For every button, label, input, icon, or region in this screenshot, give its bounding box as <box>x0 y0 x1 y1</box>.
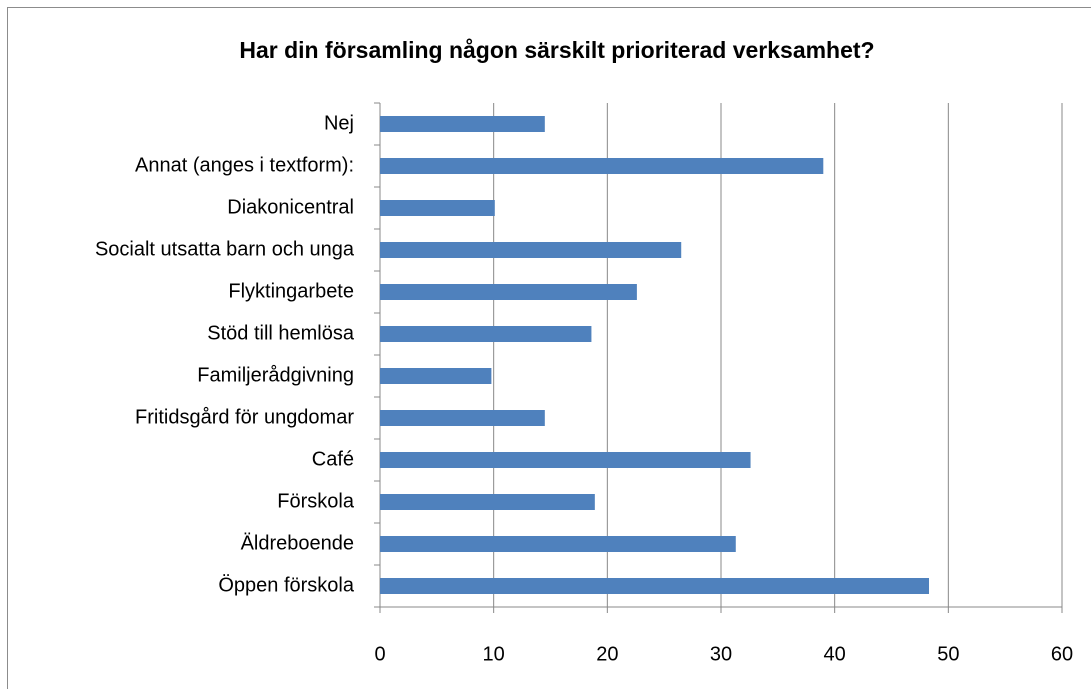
x-tick-label: 50 <box>937 643 959 665</box>
bar <box>380 116 545 132</box>
y-tick-label: Fritidsgård för ungdomar <box>135 406 354 428</box>
y-tick-label: Familjerådgivning <box>197 364 354 386</box>
chart-frame <box>7 7 1091 689</box>
x-tick-label: 60 <box>1051 643 1073 665</box>
y-tick-label: Annat (anges i textform): <box>135 154 354 176</box>
x-tick-label: 30 <box>710 643 732 665</box>
bar <box>380 410 545 426</box>
bar <box>380 452 751 468</box>
x-tick-label: 40 <box>824 643 846 665</box>
y-tick-label: Förskola <box>277 490 355 512</box>
bar <box>380 578 930 594</box>
y-tick-label: Öppen förskola <box>218 574 355 596</box>
bar <box>380 242 682 258</box>
bar <box>380 326 592 342</box>
bar <box>380 536 736 552</box>
y-tick-label: Flyktingarbete <box>228 280 354 302</box>
y-tick-label: Socialt utsatta barn och unga <box>95 238 355 260</box>
x-tick-label: 0 <box>374 643 385 665</box>
bar <box>380 368 492 384</box>
bar <box>380 284 637 300</box>
chart-title: Har din församling någon särskilt priori… <box>239 37 874 63</box>
y-tick-label: Stöd till hemlösa <box>207 322 355 344</box>
y-tick-label: Nej <box>324 112 354 134</box>
x-tick-label: 10 <box>483 643 505 665</box>
y-tick-label: Diakonicentral <box>227 196 354 218</box>
x-tick-label: 20 <box>596 643 618 665</box>
y-tick-label: Café <box>312 448 354 470</box>
bar <box>380 200 495 216</box>
y-tick-label: Äldreboende <box>241 532 354 554</box>
bar <box>380 494 595 510</box>
bar <box>380 158 824 174</box>
